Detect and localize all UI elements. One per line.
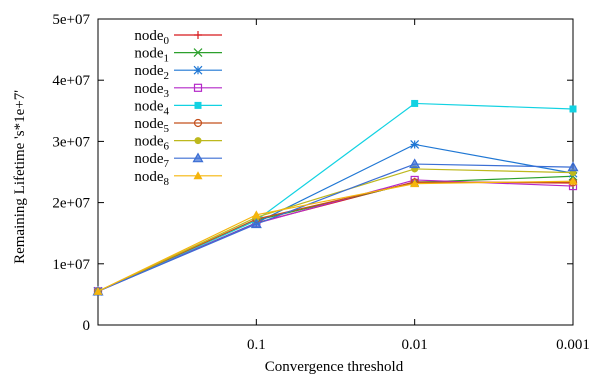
legend-label: node8 [134,169,169,188]
data-point [251,210,261,219]
legend: node0node1node2node3node4node5node6node7… [134,28,222,188]
series-line [97,168,574,292]
legend-label: node2 [134,63,169,82]
legend-label: node5 [134,116,169,135]
plot-frame [97,18,574,326]
y-tick-label: 5e+07 [52,12,90,28]
x-axis-label: Convergence threshold [265,359,404,374]
ticks: 0 1e+07 2e+07 3e+07 4e+07 5e+07 0.1 0.01 0.001 [52,12,590,353]
legend-marker [194,31,202,39]
series-node8 [93,176,578,295]
legend-item: node3 [134,81,222,100]
legend-label: node1 [134,46,169,65]
legend-marker [193,171,203,180]
legend-item: node5 [134,116,222,135]
legend-label: node0 [134,28,169,47]
data-point [569,105,577,113]
y-tick-label: 3e+07 [52,134,90,150]
legend-marker [193,83,203,92]
legend-marker [194,101,202,109]
legend-marker [193,65,203,75]
legend-marker [193,118,203,128]
series-line [97,143,574,292]
x-tick-label: 0.1 [247,337,266,353]
data-point [567,161,579,172]
series-node0 [94,177,577,296]
data-point [568,176,578,185]
series-line [97,102,574,292]
legend-marker [192,152,204,163]
series-node5 [93,178,578,296]
legend-item: node2 [134,63,222,82]
y-axis-label: Remaining Lifetime 's*1e+7' [12,90,28,264]
legend-label: node4 [134,98,169,117]
data-point [409,158,421,169]
legend-item: node6 [134,134,222,153]
legend-item: node7 [134,151,222,170]
series-layer [92,99,579,296]
legend-marker [194,137,202,145]
legend-label: node6 [134,134,169,153]
legend-label: node3 [134,81,169,100]
y-tick-label: 2e+07 [52,196,90,212]
series-node1 [93,171,578,296]
series-line [97,180,574,292]
legend-marker [193,48,203,58]
series-line [97,181,574,292]
series-line [97,179,574,292]
legend-item: node8 [134,169,222,188]
x-tick-label: 0.001 [556,337,590,353]
data-point [250,218,262,229]
data-point [410,140,420,149]
series-line [97,163,574,292]
legend-item: node0 [134,28,222,47]
legend-label: node7 [134,151,169,170]
y-tick-label: 1e+07 [52,257,90,273]
legend-item: node1 [134,46,222,65]
x-tick-label: 0.01 [402,337,428,353]
data-point [410,179,420,188]
y-tick-label: 4e+07 [52,73,90,89]
axes [97,18,574,326]
data-point [93,286,103,295]
legend-item: node4 [134,98,222,117]
y-tick-label: 0 [83,318,91,334]
data-point [411,99,419,107]
